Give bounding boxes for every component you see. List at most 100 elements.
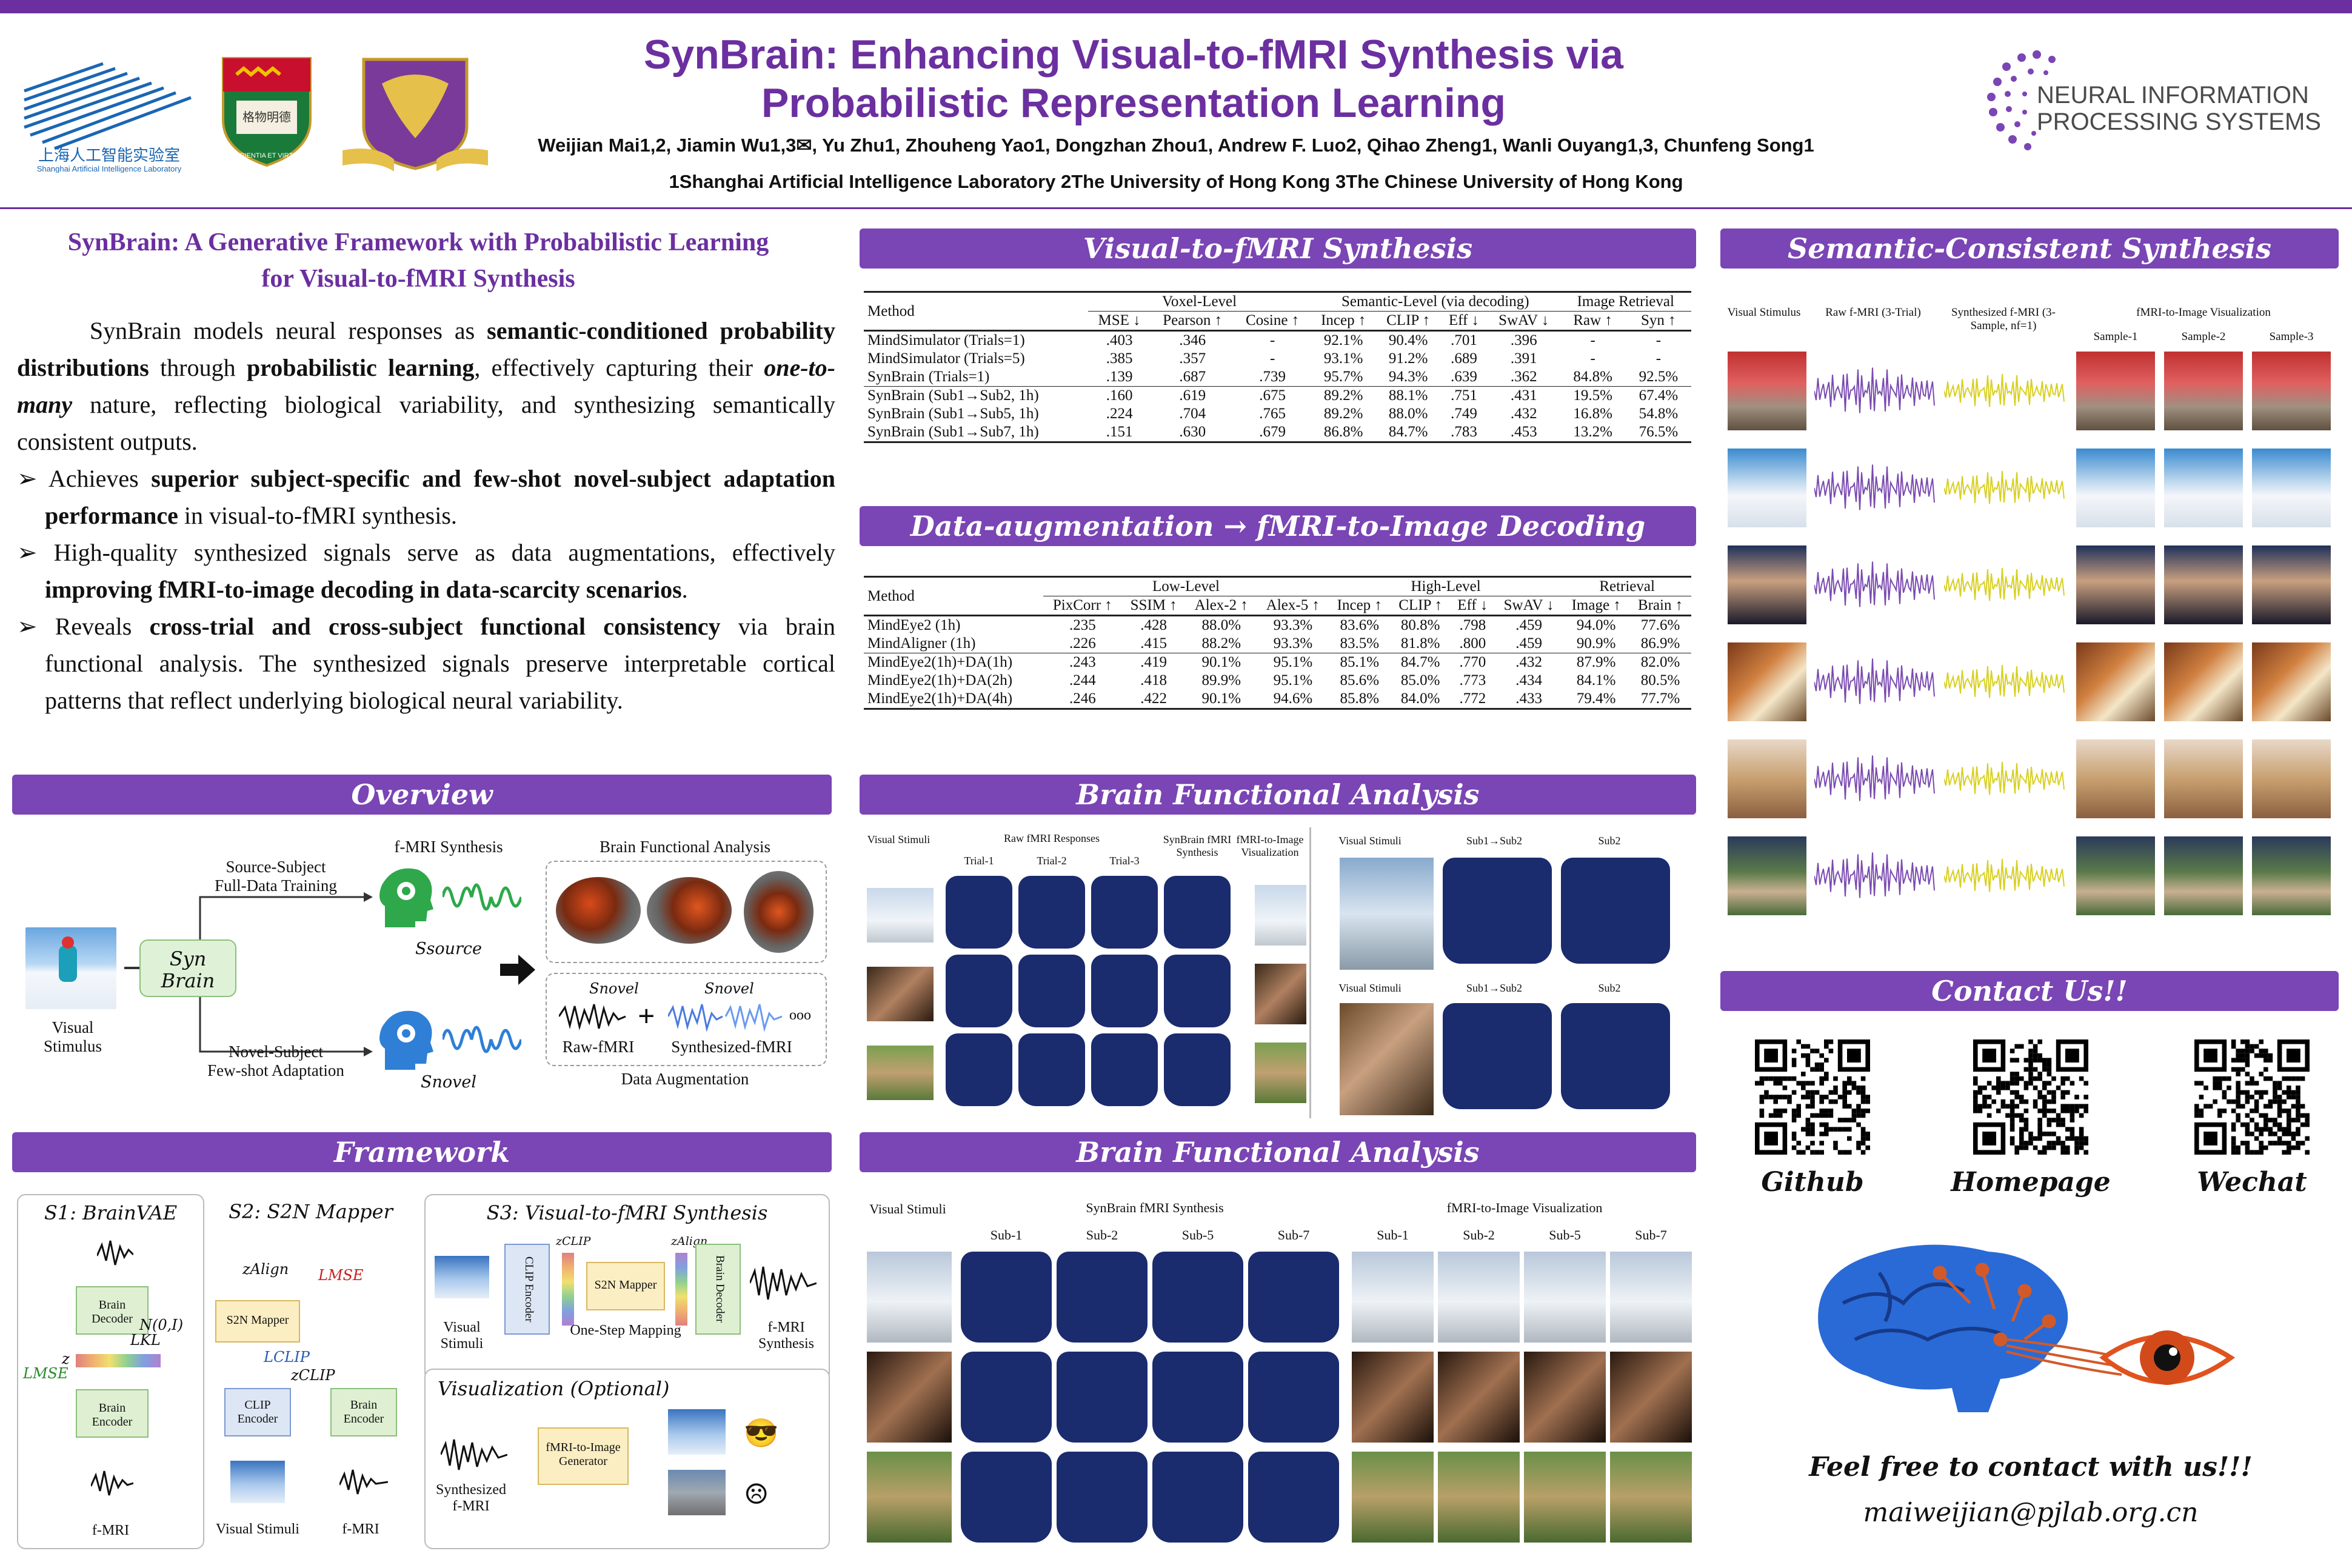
- table-cell: -: [1590, 332, 1595, 349]
- table-cell: 77.6%: [1640, 617, 1680, 633]
- table-cell: .226: [1069, 635, 1096, 652]
- intro-text: SynBrain models neural responses as sema…: [17, 312, 835, 719]
- table-cell: 84.1%: [1576, 672, 1616, 689]
- contact-email[interactable]: maiweijian@pjlab.org.cn: [1863, 1497, 2199, 1528]
- table-cell: MindEye2 (1h): [867, 617, 961, 633]
- table-cell: .459: [1515, 635, 1543, 652]
- svg-text:SAPIENTIA ET VIRTUS: SAPIENTIA ET VIRTUS: [232, 152, 302, 159]
- brain-flatmap: [1018, 1033, 1085, 1106]
- table-cell: .704: [1179, 405, 1206, 422]
- table-cell: .765: [1259, 405, 1286, 422]
- overview-header: Overview: [12, 775, 832, 815]
- brain-flatmap: [1248, 1252, 1339, 1343]
- table-cell: .432: [1510, 405, 1537, 422]
- s-source-label: Ssource: [415, 939, 482, 958]
- table-cell: 95.1%: [1273, 654, 1313, 670]
- table-cell: .224: [1106, 405, 1133, 422]
- wechat-label[interactable]: Wechat: [2197, 1167, 2307, 1198]
- semantic-figure: Visual Stimulus Raw f-MRI (3-Trial) Synt…: [1725, 300, 2337, 930]
- table-cell: .770: [1459, 654, 1486, 670]
- brain-functional-analysis-label: Brain Functional Analysis: [600, 838, 770, 856]
- hku-crest-logo: 格物明德 SAPIENTIA ET VIRTUS: [222, 57, 312, 167]
- synthesized-fmri-signal: [1943, 464, 2065, 512]
- table-row: MindSimulator (Trials=1) .403 .346 - 92.1% 90…: [864, 331, 1691, 350]
- wechat-qr-code[interactable]: [2194, 1039, 2310, 1155]
- table-cell: 77.7%: [1640, 690, 1680, 707]
- brain-flatmap: [1152, 1352, 1243, 1443]
- brain-flatmap: [1091, 876, 1158, 949]
- source-subject-label: Source-Subject Full-Data Training: [215, 858, 337, 895]
- table-column-header: Pearson ↑: [1163, 312, 1223, 329]
- table-cell: 94.6%: [1273, 690, 1313, 707]
- v2f-results-table: Method Voxel-Level Semantic-Level (via d…: [864, 291, 1691, 443]
- table-cell: MindEye2(1h)+DA(4h): [867, 690, 1013, 707]
- table-row: SynBrain (Sub1→Sub7, 1h) .151 .630 .679 86.8…: [864, 423, 1691, 442]
- generated-sample-image: [2076, 449, 2155, 527]
- homepage-link[interactable]: Homepage: [1951, 1167, 2111, 1198]
- reconstructed-image: [1438, 1452, 1520, 1543]
- header-divider: [0, 207, 2352, 209]
- blue-head-gears-icon: [379, 1010, 433, 1070]
- table-column-header: Alex-2 ↑: [1194, 597, 1248, 613]
- intro-paragraph: SynBrain models neural responses as sema…: [17, 317, 835, 455]
- branch-arrows: [199, 892, 373, 1056]
- table-cell: -: [1655, 350, 1662, 367]
- brain-flatmap: [1164, 955, 1231, 1027]
- table-cell: 84.7%: [1400, 654, 1440, 670]
- table-cell: 13.2%: [1573, 424, 1612, 440]
- table-cell: -: [1269, 350, 1275, 367]
- table-cell: 85.1%: [1340, 654, 1380, 670]
- table-cell: MindSimulator (Trials=1): [867, 332, 1025, 349]
- table-cell: 82.0%: [1640, 654, 1680, 670]
- brain-flatmap: [946, 955, 1012, 1027]
- table-cell: 83.6%: [1340, 617, 1380, 633]
- brain-flatmap: [1152, 1252, 1243, 1343]
- table-cell: .432: [1515, 654, 1543, 670]
- brain-decoder-block: Brain Decoder: [76, 1286, 149, 1335]
- synbrain-model-box: Syn Brain: [139, 939, 236, 997]
- table-cell: .687: [1179, 369, 1206, 385]
- synthesized-fmri-signal: [1943, 561, 2065, 609]
- generated-sample-image: [2076, 836, 2155, 915]
- reconstructed-image: [1524, 1252, 1606, 1343]
- table-cell: 94.3%: [1388, 369, 1428, 385]
- table-cell: 95.1%: [1273, 672, 1313, 689]
- visual-stimulus-image: [25, 927, 116, 1009]
- table-cell: MindEye2(1h)+DA(2h): [867, 672, 1013, 689]
- homepage-qr-code[interactable]: [1973, 1039, 2088, 1155]
- table-cell: .391: [1510, 350, 1537, 367]
- affiliations: 1Shanghai Artificial Intelligence Labora…: [669, 171, 1683, 192]
- table-cell: 92.5%: [1639, 369, 1679, 385]
- s3-clip-encoder: CLIP Encoder: [504, 1244, 550, 1335]
- contact-message: Feel free to contact with us!!!: [1809, 1452, 2253, 1483]
- table-column-header: Raw ↑: [1573, 312, 1612, 329]
- table-column-header: Incep ↑: [1337, 597, 1382, 613]
- table-column-header: CLIP ↑: [1398, 597, 1443, 613]
- shanghai-ai-lab-logo: 上海人工智能实验室 Shanghai Artificial Intelligen…: [24, 62, 192, 173]
- visualization-optional-box: Visualization (Optional) Synthesized f-M…: [424, 1369, 830, 1549]
- generated-train-image: [668, 1470, 726, 1515]
- github-link[interactable]: Github: [1761, 1167, 1864, 1198]
- synthesized-fmri-signal: [1943, 658, 2065, 706]
- brain-flatmap: [1091, 1033, 1158, 1106]
- brain-flatmap: [946, 876, 1012, 949]
- table-cell: 90.1%: [1201, 654, 1241, 670]
- s3-brain-decoder: Brain Decoder: [695, 1244, 741, 1335]
- table-cell: .619: [1179, 387, 1206, 404]
- reconstructed-image: [1610, 1252, 1692, 1343]
- table-column-header: CLIP ↑: [1386, 312, 1431, 329]
- s2-s2n-mapper-box: S2: S2N Mapper zAlign LMSE S2N Mapper LC…: [206, 1194, 415, 1547]
- brain-flatmap: [961, 1352, 1052, 1443]
- brain-flatmap: [1018, 955, 1085, 1027]
- synthesized-fmri-signal: [1943, 367, 2065, 415]
- bullet-augmentation: ➢ High-quality synthesized signals serve…: [17, 539, 835, 603]
- table-cell: .151: [1106, 424, 1133, 440]
- right-arrow-icon: [500, 955, 535, 985]
- brain-encoder-block-s2: Brain Encoder: [330, 1388, 397, 1436]
- synthesized-fmri-signal: [1943, 755, 2065, 803]
- github-qr-code[interactable]: [1755, 1039, 1870, 1155]
- table-cell: .773: [1459, 672, 1486, 689]
- table-cell: .244: [1069, 672, 1096, 689]
- generated-sample-image: [2076, 545, 2155, 624]
- table-column-header: Brain ↑: [1637, 597, 1683, 613]
